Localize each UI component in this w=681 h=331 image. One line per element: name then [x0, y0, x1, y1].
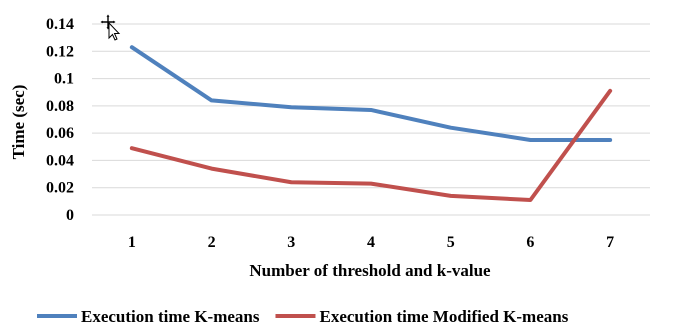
x-tick-label: 3	[287, 234, 295, 251]
y-axis-title: Time (sec)	[9, 85, 28, 160]
y-tick-label: 0.06	[46, 125, 74, 142]
x-tick-label: 7	[606, 234, 614, 251]
series-line-2	[129, 88, 613, 202]
grid	[92, 23, 650, 216]
series-line-1	[129, 45, 613, 142]
y-tick-label: 0.1	[54, 71, 74, 88]
series-lines	[129, 45, 613, 202]
legend-label: Execution time Modified K-means	[319, 307, 568, 326]
x-axis-ticks: 1 2 3 4 5 6 7	[128, 234, 614, 251]
y-tick-label: 0	[66, 207, 74, 224]
move-cursor-icon	[99, 13, 121, 41]
x-tick-label: 2	[208, 234, 216, 251]
x-tick-label: 6	[526, 234, 534, 251]
x-tick-label: 5	[447, 234, 455, 251]
x-axis-title: Number of threshold and k-value	[249, 261, 491, 280]
y-tick-label: 0.08	[46, 98, 74, 115]
y-axis-ticks: 0 0.02 0.04 0.06 0.08 0.1 0.12 0.14	[46, 16, 74, 224]
legend-label: Execution time K-means	[81, 307, 260, 326]
legend: Execution time K-means Execution time Mod…	[37, 307, 569, 326]
y-tick-label: 0.04	[46, 152, 74, 169]
x-tick-label: 4	[367, 234, 375, 251]
x-tick-label: 1	[128, 234, 136, 251]
y-tick-label: 0.14	[46, 16, 74, 33]
y-tick-label: 0.02	[46, 180, 74, 197]
y-tick-label: 0.12	[46, 43, 74, 60]
